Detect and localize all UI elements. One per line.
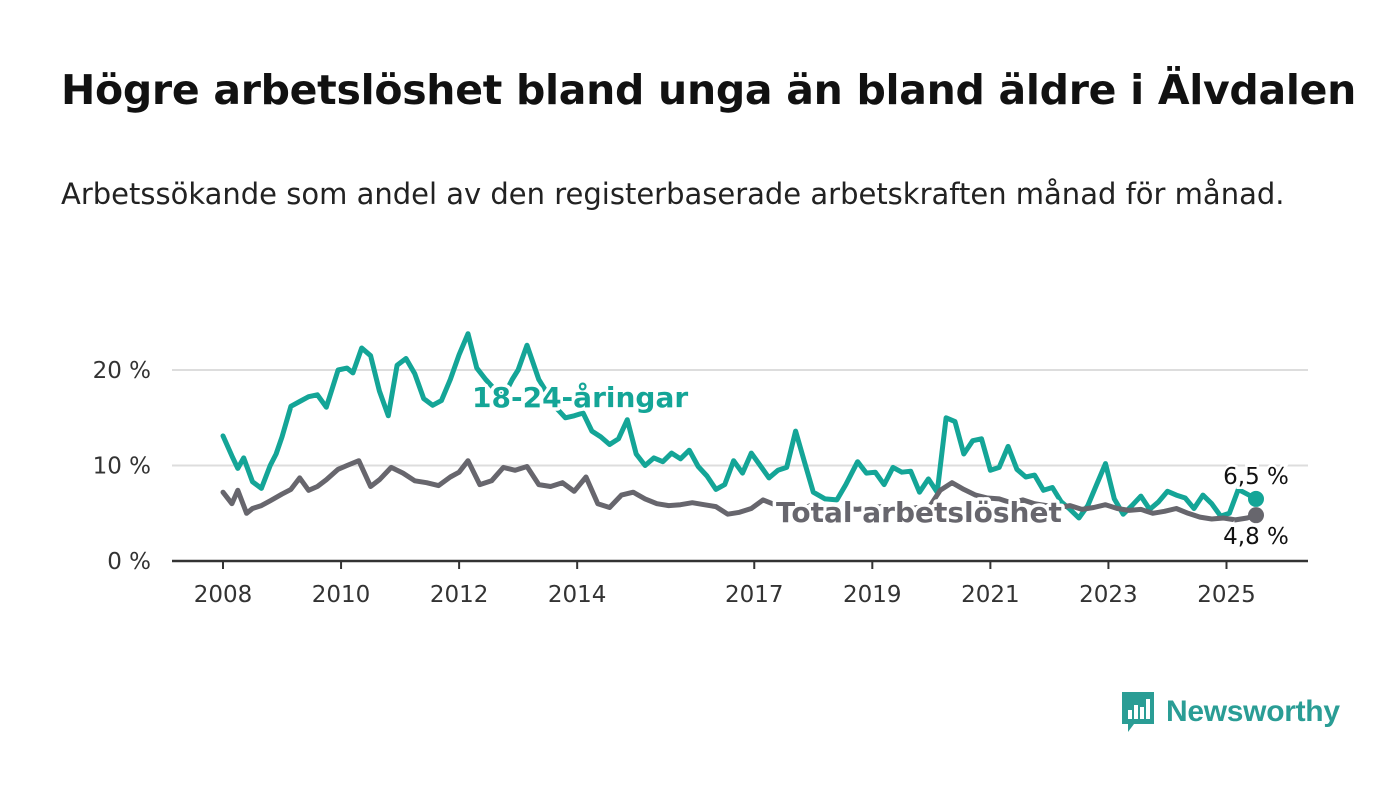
bar-chart-speech-bubble-icon — [1122, 692, 1154, 732]
x-tick-label: 2021 — [961, 582, 1020, 608]
x-tick-label: 2023 — [1079, 582, 1138, 608]
x-tick-label: 2008 — [194, 582, 253, 608]
series-line-youth — [220, 331, 1259, 521]
chart-title: Högre arbetslöshet bland unga än bland ä… — [61, 66, 1357, 114]
x-tick-label: 2010 — [312, 582, 371, 608]
x-tick-label: 2012 — [430, 582, 489, 608]
y-tick-label: 20 % — [93, 358, 151, 384]
series-line-total — [220, 458, 1259, 523]
newsworthy-logo: Newsworthy — [1120, 690, 1340, 734]
y-tick-label: 0 % — [107, 549, 151, 575]
end-point-total — [1248, 507, 1264, 524]
y-tick-label: 10 % — [93, 454, 151, 480]
end-point-youth — [1248, 490, 1264, 507]
end-value-label-youth: 6,5 % — [1223, 464, 1289, 490]
chart-subtitle: Arbetssökande som andel av den registerb… — [61, 177, 1285, 211]
x-tick-label: 2025 — [1197, 582, 1256, 608]
series-label-youth: 18-24-åringar — [472, 381, 688, 414]
x-tick-label: 2017 — [725, 582, 784, 608]
brand-name: Newsworthy — [1166, 695, 1340, 728]
x-tick-label: 2014 — [548, 582, 607, 608]
series-label-total: Total arbetslöshet — [776, 496, 1062, 529]
end-value-label-total: 4,8 % — [1223, 524, 1289, 550]
x-tick-label: 2019 — [843, 582, 902, 608]
